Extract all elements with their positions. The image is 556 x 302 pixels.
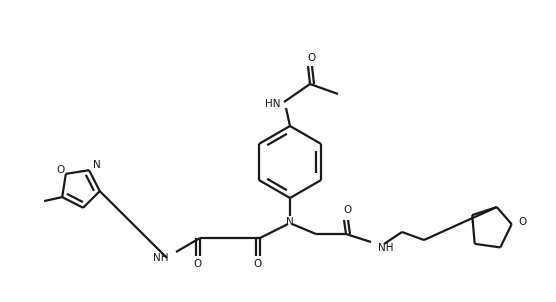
Text: O: O bbox=[343, 205, 351, 215]
Text: N: N bbox=[286, 217, 294, 227]
Text: HN: HN bbox=[265, 99, 280, 109]
Text: N: N bbox=[93, 160, 101, 170]
Text: O: O bbox=[307, 53, 315, 63]
Text: O: O bbox=[194, 259, 202, 269]
Text: O: O bbox=[254, 259, 262, 269]
Text: NH: NH bbox=[378, 243, 394, 253]
Text: NH: NH bbox=[153, 253, 169, 263]
Text: O: O bbox=[519, 217, 527, 227]
Text: O: O bbox=[57, 165, 65, 175]
